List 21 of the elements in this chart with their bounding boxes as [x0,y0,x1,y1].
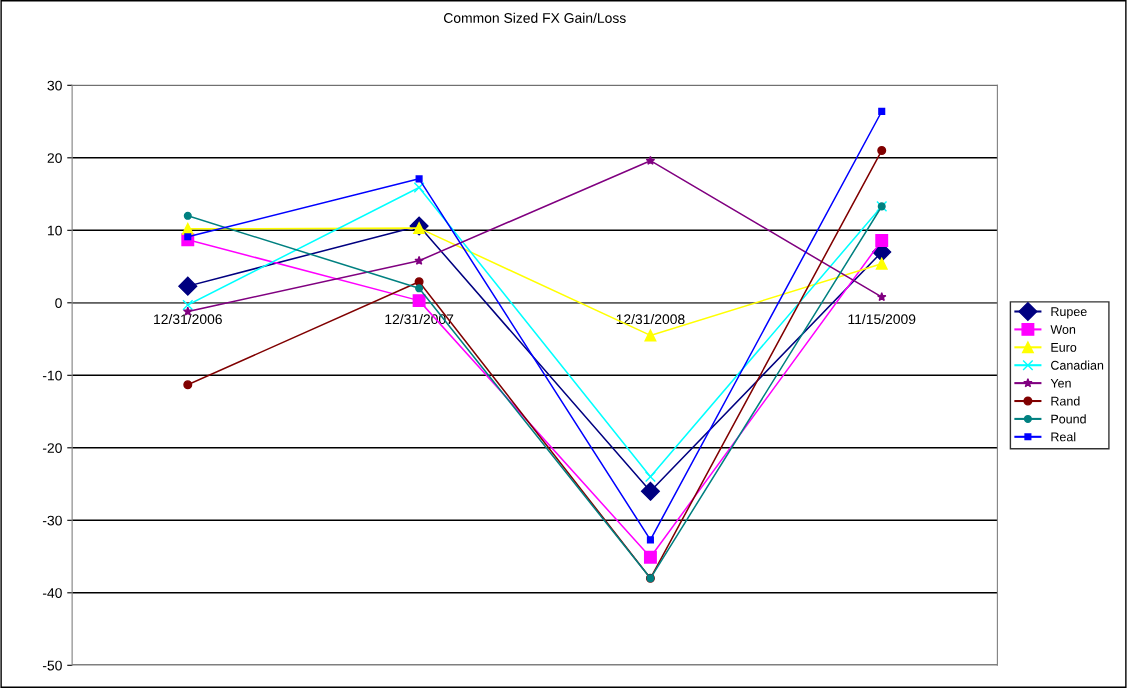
y-tick-label: -20 [42,443,62,453]
legend-label: Euro [1051,343,1077,352]
y-tick-label: 30 [47,80,62,91]
y-tick-label: 0 [55,298,62,308]
legend-label: Pound [1051,414,1086,424]
x-tick-label: 12/31/2006 [154,313,222,325]
x-tick-label: 12/31/2008 [616,313,685,325]
y-tick-label: -10 [42,370,62,381]
y-tick-label: -30 [42,515,62,526]
y-tick-label: -40 [42,588,62,598]
y-tick-label: -50 [42,660,62,671]
legend-label: Won [1050,325,1076,334]
y-tick-label: 10 [48,225,62,236]
legend-label: Rand [1051,396,1080,406]
legend-label: Rupee [1051,307,1087,319]
chart-title: Common Sized FX Gain/Loss [444,12,626,23]
legend-label: Canadian [1051,360,1104,370]
legend-label: Yen [1050,378,1071,388]
x-tick-label: 11/15/2009 [848,313,916,325]
y-tick-label: 20 [47,153,62,163]
legend-label: Real [1051,432,1076,442]
